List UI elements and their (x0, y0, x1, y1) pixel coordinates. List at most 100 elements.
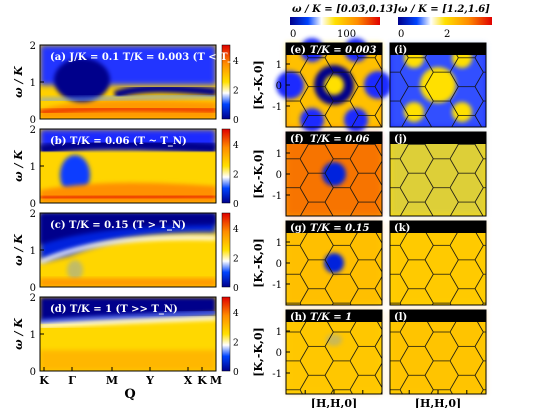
cb-mid-hi: 100 (337, 29, 356, 40)
colorbar-tick-label: 0 (233, 368, 239, 378)
y-tick-label: 0 (276, 259, 282, 270)
cb-right-hi: 2 (444, 29, 450, 40)
panel-f (285, 131, 383, 217)
panel-tag: (i) (394, 45, 407, 56)
tag-box (390, 132, 486, 144)
panel-tags: (e) T/K = 0.003 (i) (f) T/K = 0.06 (j) (g) T/K … (286, 43, 486, 323)
x-tick-label: K (197, 374, 207, 387)
colorbar-tick-label: 4 (233, 57, 239, 67)
colorbar-tick-label: 4 (233, 225, 239, 235)
q-axis-label: Q (124, 387, 135, 402)
y-tick-label: 2 (30, 293, 36, 304)
panel-tag: (j) (394, 134, 407, 145)
y-tick-label: 0 (30, 283, 36, 294)
panel-tag: (g) (290, 223, 306, 234)
y-tick-label: 0 (30, 115, 36, 126)
panel-l (389, 309, 487, 395)
left-colorbars (221, 44, 231, 372)
y-tick-label: 1 (30, 330, 36, 341)
cb-right-title: ω / K = [1.2,1.6] (398, 4, 490, 15)
panel-g (285, 220, 383, 306)
panel-tag: (h) (290, 312, 307, 323)
annotation-a: (a) J/K = 0.1 T/K = 0.003 (T < T_N) (50, 52, 246, 63)
y-tick-label: -1 (272, 280, 282, 291)
y-tick-label: 0 (30, 367, 36, 378)
left-colorbar-ticks: 0 2 4 0 2 4 0 2 4 0 2 4 (233, 57, 239, 378)
temp-label: T/K = 1 (310, 312, 352, 323)
x-tick-label: M (106, 374, 118, 387)
panel-d (39, 296, 217, 372)
temp-box (286, 221, 382, 233)
x-tick-label: K (39, 374, 49, 387)
temp-label: T/K = 0.15 (310, 223, 370, 234)
x-tick-label: Γ (68, 374, 76, 387)
y-tick-label: 1 (276, 327, 282, 338)
mr-x-ticks (304, 390, 468, 394)
temp-label: T/K = 0.06 (310, 134, 370, 145)
colorbar-tick-label: 4 (233, 141, 239, 151)
panel-tag: (f) (290, 134, 304, 145)
y-tick-label: 1 (30, 162, 36, 173)
hh-axis-label-right: [H,H,0] (415, 397, 462, 408)
mid-y-labels: [K,-K,0] [K,-K,0] [K,-K,0] [K,-K,0] (252, 60, 265, 376)
y-tick-label: 2 (30, 125, 36, 136)
y-tick-label: 1 (276, 238, 282, 249)
panel-e (276, 38, 392, 132)
tag-box (390, 221, 486, 233)
omega-axis-label: ω / K (12, 318, 25, 350)
y-tick-label: -1 (272, 191, 282, 202)
y-tick-label: 1 (30, 78, 36, 89)
kk-axis-label: [K,-K,0] (252, 60, 265, 109)
annotation-c: (c) T/K = 0.15 (T > T_N) (50, 220, 186, 231)
y-tick-label: 1 (30, 246, 36, 257)
colorbar-tick-label: 0 (233, 284, 239, 294)
panel-a (39, 44, 217, 120)
temp-box (286, 310, 382, 322)
cb-mid-lo: 0 (290, 29, 296, 40)
annotation-b: (b) T/K = 0.06 (T ~ T_N) (50, 136, 187, 147)
temp-box (286, 43, 382, 55)
temp-box (286, 132, 382, 144)
mid-y-ticks: 1 0 -1 1 0 -1 1 0 -1 1 0 -1 (272, 60, 290, 380)
colorbar-tick-label: 0 (233, 116, 239, 126)
x-tick-label: M (210, 374, 222, 387)
y-tick-label: 0 (276, 170, 282, 181)
y-tick-label: 0 (276, 348, 282, 359)
kk-axis-label: [K,-K,0] (252, 238, 265, 287)
annotation-d: (d) T/K = 1 (T >> T_N) (50, 304, 178, 315)
y-tick-label: 2 (30, 41, 36, 52)
colorbar-tick-label: 0 (233, 200, 239, 210)
y-tick-label: -1 (272, 369, 282, 380)
panel-c (39, 212, 217, 288)
panel-k (389, 220, 487, 306)
colorbar-tick-label: 2 (233, 254, 239, 264)
x-tick-label: X (184, 374, 193, 387)
temp-label: T/K = 0.003 (310, 45, 376, 56)
kk-axis-label: [K,-K,0] (252, 149, 265, 198)
cb-right-lo: 0 (398, 29, 404, 40)
cb-mid-title: ω / K = [0.03,0.13] (292, 4, 398, 15)
colorbar-tick-label: 4 (233, 309, 239, 319)
panel-tag: (e) (290, 45, 306, 56)
panel-b (39, 128, 217, 204)
left-y-labels: ω / K ω / K ω / K ω / K (12, 66, 25, 350)
panel-h (285, 309, 383, 395)
colorbar-tick-label: 2 (233, 86, 239, 96)
y-tick-label: -1 (272, 102, 282, 113)
tag-box (390, 310, 486, 322)
omega-axis-label: ω / K (12, 234, 25, 266)
cb-mid-bar (290, 17, 380, 25)
colorbar-tick-label: 2 (233, 338, 239, 348)
y-tick-label: 1 (276, 149, 282, 160)
kk-axis-label: [K,-K,0] (252, 327, 265, 376)
y-tick-label: 0 (276, 81, 282, 92)
y-tick-label: 1 (276, 60, 282, 71)
cb-right-bar (398, 17, 492, 25)
colorbar-tick-label: 2 (233, 170, 239, 180)
y-tick-label: 2 (30, 209, 36, 220)
hh-axis-label-mid: [H,H,0] (311, 397, 358, 408)
panel-tag: (l) (394, 312, 407, 323)
